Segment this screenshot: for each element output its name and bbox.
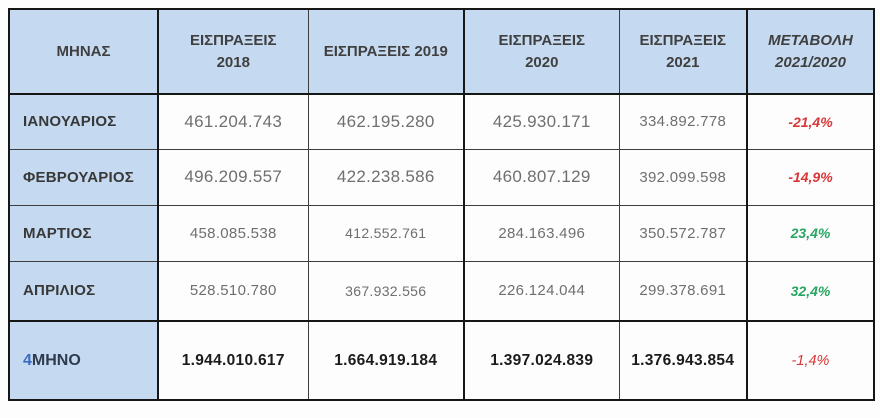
total-2020: 1.397.024.839 <box>463 320 620 401</box>
total-2021: 1.376.943.854 <box>618 320 748 401</box>
value-2021: 299.378.691 <box>618 260 748 322</box>
total-label-prefix: 4 <box>23 351 32 369</box>
total-row: 4ΜΗΝΟ 1.944.010.617 1.664.919.184 1.397.… <box>8 320 875 401</box>
table-row: ΙΑΝΟΥΑΡΙΟΣ 461.204.743 462.195.280 425.9… <box>8 93 875 150</box>
month-label: ΙΑΝΟΥΑΡΙΟΣ <box>8 93 159 150</box>
value-2019: 412.552.761 <box>307 204 465 262</box>
receipts-table-container: ΜΗΝΑΣ ΕΙΣΠΡΑΞΕΙΣ 2018 ΕΙΣΠΡΑΞΕΙΣ 2019 ΕΙ… <box>8 8 875 401</box>
month-label: ΦΕΒΡΟΥΑΡΙΟΣ <box>8 148 159 206</box>
change-value: -14,9% <box>746 148 875 206</box>
value-2018: 458.085.538 <box>157 204 309 262</box>
header-receipts-2021: ΕΙΣΠΡΑΞΕΙΣ 2021 <box>618 8 748 95</box>
value-2019: 367.932.556 <box>307 260 465 322</box>
value-2020: 284.163.496 <box>463 204 620 262</box>
value-2018: 496.209.557 <box>157 148 309 206</box>
total-label: 4ΜΗΝΟ <box>8 320 159 401</box>
total-change: -1,4% <box>746 320 875 401</box>
change-value: 23,4% <box>746 204 875 262</box>
header-receipts-2020: ΕΙΣΠΡΑΞΕΙΣ 2020 <box>463 8 620 95</box>
header-month: ΜΗΝΑΣ <box>8 8 159 95</box>
header-receipts-2019: ΕΙΣΠΡΑΞΕΙΣ 2019 <box>307 8 465 95</box>
value-2021: 334.892.778 <box>618 93 748 150</box>
value-2019: 462.195.280 <box>307 93 465 150</box>
table-row: ΦΕΒΡΟΥΑΡΙΟΣ 496.209.557 422.238.586 460.… <box>8 148 875 206</box>
value-2019: 422.238.586 <box>307 148 465 206</box>
value-2021: 350.572.787 <box>618 204 748 262</box>
header-receipts-2018: ΕΙΣΠΡΑΞΕΙΣ 2018 <box>157 8 309 95</box>
value-2020: 226.124.044 <box>463 260 620 322</box>
month-label: ΜΑΡΤΙΟΣ <box>8 204 159 262</box>
value-2018: 528.510.780 <box>157 260 309 322</box>
value-2020: 460.807.129 <box>463 148 620 206</box>
month-label: ΑΠΡΙΛΙΟΣ <box>8 260 159 322</box>
header-row: ΜΗΝΑΣ ΕΙΣΠΡΑΞΕΙΣ 2018 ΕΙΣΠΡΑΞΕΙΣ 2019 ΕΙ… <box>8 8 875 95</box>
header-change: ΜΕΤΑΒΟΛΗ 2021/2020 <box>746 8 875 95</box>
total-2019: 1.664.919.184 <box>307 320 465 401</box>
change-value: 32,4% <box>746 260 875 322</box>
value-2018: 461.204.743 <box>157 93 309 150</box>
change-value: -21,4% <box>746 93 875 150</box>
total-2018: 1.944.010.617 <box>157 320 309 401</box>
total-label-rest: ΜΗΝΟ <box>31 351 81 369</box>
value-2021: 392.099.598 <box>618 148 748 206</box>
value-2020: 425.930.171 <box>463 93 620 150</box>
receipts-table: ΜΗΝΑΣ ΕΙΣΠΡΑΞΕΙΣ 2018 ΕΙΣΠΡΑΞΕΙΣ 2019 ΕΙ… <box>8 8 875 401</box>
table-row: ΜΑΡΤΙΟΣ 458.085.538 412.552.761 284.163.… <box>8 204 875 262</box>
table-row: ΑΠΡΙΛΙΟΣ 528.510.780 367.932.556 226.124… <box>8 260 875 322</box>
